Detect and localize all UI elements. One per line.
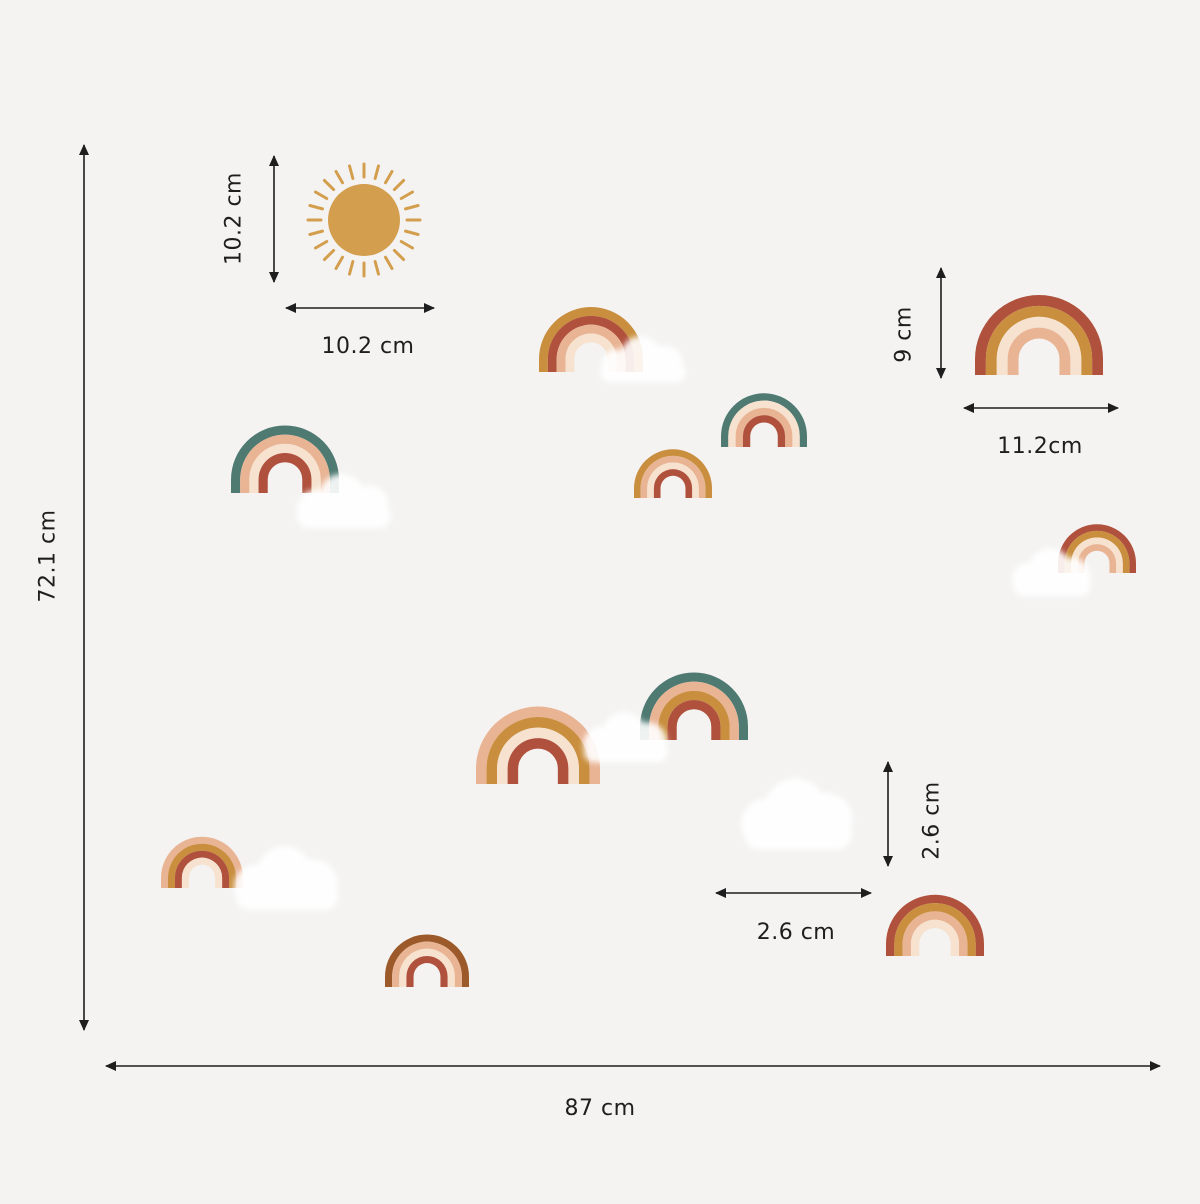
rainbow-band xyxy=(975,295,1103,375)
cloud-decal xyxy=(583,712,668,763)
rainbow-decal xyxy=(476,706,600,784)
rainbow-band xyxy=(565,333,617,372)
rainbow-band xyxy=(406,955,448,987)
rainbow-band xyxy=(1007,327,1071,375)
rainbow-band xyxy=(735,407,793,447)
sun-ray xyxy=(404,204,420,211)
rainbow-band xyxy=(547,315,635,372)
sun-ray xyxy=(392,178,406,192)
rainbow-band xyxy=(240,434,330,493)
rainbow-decal xyxy=(231,425,339,493)
rainbow-band xyxy=(385,934,469,987)
sun-ray xyxy=(334,170,344,185)
sun-ray xyxy=(373,164,380,180)
rainbow-band xyxy=(667,700,721,740)
rainbow-decal xyxy=(975,295,1103,375)
sun-ray xyxy=(384,170,394,185)
rainbow-band xyxy=(167,843,237,888)
sun-ray xyxy=(404,229,420,236)
sun-ray xyxy=(314,240,329,250)
total-width-label: 87 cm xyxy=(564,1096,636,1121)
rainbow-band xyxy=(539,307,643,372)
rainbow-band xyxy=(1077,544,1117,573)
rainbow-band xyxy=(399,948,455,987)
sun-ray xyxy=(322,248,336,262)
rainbow-band xyxy=(640,455,706,498)
rainbow-band xyxy=(497,727,579,784)
rainbow-width-label: 11.2cm xyxy=(997,434,1083,459)
rainbow-band xyxy=(1064,530,1130,573)
sun-width-label: 10.2 cm xyxy=(321,334,415,359)
sun-ray xyxy=(399,240,414,250)
rainbow-decal xyxy=(539,307,643,372)
rainbow-height-label: 9 cm xyxy=(891,306,917,363)
rainbow-band xyxy=(658,690,730,740)
rainbow-band xyxy=(258,453,312,493)
rainbow-band xyxy=(181,857,223,888)
rainbow-band xyxy=(556,324,626,372)
sun-height-label: 10.2 cm xyxy=(221,172,247,266)
cloud-decal xyxy=(740,778,853,850)
cloud-width-label: 2.6 cm xyxy=(756,920,836,945)
rainbow-band xyxy=(902,911,968,956)
rainbow-band xyxy=(886,894,984,956)
rainbow-band xyxy=(161,836,243,888)
cloud-decal xyxy=(600,336,686,383)
sun-ray xyxy=(334,255,344,270)
sun-ray xyxy=(308,229,324,236)
rainbow-band xyxy=(985,305,1093,375)
rainbow-band xyxy=(742,415,786,447)
sun-ray xyxy=(392,248,406,262)
rainbow-decals xyxy=(161,295,1136,987)
rainbow-band xyxy=(910,919,960,956)
rainbow-band xyxy=(634,449,712,498)
rainbow-decal xyxy=(640,672,748,740)
rainbow-band xyxy=(174,850,230,888)
sun-ray xyxy=(348,260,355,276)
rainbow-decal xyxy=(385,934,469,987)
rainbow-band xyxy=(728,400,800,447)
rainbow-decal xyxy=(634,449,712,498)
sun-ray xyxy=(373,260,380,276)
sun-ray xyxy=(322,178,336,192)
rainbow-band xyxy=(1058,524,1136,573)
rainbow-band xyxy=(653,469,693,498)
rainbow-band xyxy=(996,316,1082,375)
rainbow-decal xyxy=(161,836,243,888)
rainbow-decal xyxy=(1058,524,1136,573)
rainbow-band xyxy=(721,393,807,447)
sun-ray xyxy=(314,190,329,200)
cloud-decal xyxy=(234,846,339,911)
rainbow-band xyxy=(249,443,321,493)
sun-ray xyxy=(348,164,355,180)
cloud-decal xyxy=(1012,548,1091,597)
total-height-label: 72.1 cm xyxy=(35,509,61,603)
rainbow-band xyxy=(507,738,569,784)
dimension-lines xyxy=(79,144,1161,1071)
rainbow-band xyxy=(1071,537,1123,573)
rainbow-decal xyxy=(721,393,807,447)
rainbow-band xyxy=(894,903,976,956)
cloud-height-label: 2.6 cm xyxy=(919,781,945,860)
sun-disc xyxy=(328,184,400,256)
rainbow-band xyxy=(392,941,462,987)
cloud-decal xyxy=(296,474,392,529)
cloud-decals xyxy=(234,336,1091,911)
rainbow-band xyxy=(231,425,339,493)
sun-ray xyxy=(399,190,414,200)
sun-decal xyxy=(306,162,422,278)
rainbow-band xyxy=(647,462,699,498)
rainbow-band xyxy=(640,672,748,740)
rainbow-decal xyxy=(886,894,984,956)
rainbow-band xyxy=(649,681,739,740)
sun-ray xyxy=(308,204,324,211)
sun-ray xyxy=(384,255,394,270)
rainbow-band xyxy=(476,706,600,784)
rainbow-band xyxy=(486,717,590,784)
